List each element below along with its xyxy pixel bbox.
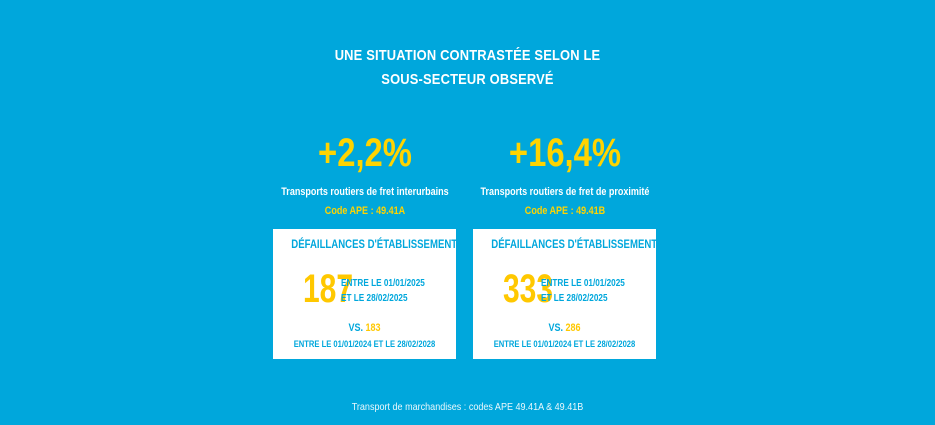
failures-count: 187 (302, 267, 354, 311)
sector-name: Transports routiers de fret interurbains (281, 186, 449, 198)
change-percentage: +16,4% (508, 131, 622, 175)
page-title: UNE SITUATION CONTRASTÉE SELON LE SOUS-S… (65, 44, 869, 92)
ape-code: Code APE : 49.41B (524, 205, 606, 217)
comparison: VS. 286 (489, 321, 639, 335)
vs-count: 183 (365, 322, 381, 334)
title-line-2: SOUS-SECTEUR OBSERVÉ (381, 71, 554, 88)
card-heading: DÉFAILLANCES D'ÉTABLISSEMENTS (291, 237, 464, 251)
vs-label: VS. (348, 322, 363, 334)
comparison-period: ENTRE LE 01/01/2024 ET LE 28/02/2028 (293, 339, 436, 350)
comparison-period: ENTRE LE 01/01/2024 ET LE 28/02/2028 (493, 339, 636, 350)
current-period: ENTRE LE 01/01/2025 ET LE 28/02/2025 (341, 276, 431, 306)
period-line-1: ENTRE LE 01/01/2025 (541, 278, 625, 289)
failures-count: 333 (502, 267, 554, 311)
period-line-1: ENTRE LE 01/01/2025 (341, 278, 425, 289)
vs-count: 286 (565, 322, 581, 334)
card-heading: DÉFAILLANCES D'ÉTABLISSEMENTS (491, 237, 664, 251)
ape-code: Code APE : 49.41A (324, 205, 406, 217)
period-line-2: ET LE 28/02/2025 (541, 293, 608, 304)
failures-card: DÉFAILLANCES D'ÉTABLISSEMENTS 187 ENTRE … (273, 229, 464, 359)
title-line-1: UNE SITUATION CONTRASTÉE SELON LE (334, 47, 601, 64)
current-period: ENTRE LE 01/01/2025 ET LE 28/02/2025 (541, 276, 631, 306)
comparison: VS. 183 (289, 321, 439, 335)
change-percentage: +2,2% (318, 131, 412, 175)
failures-card: DÉFAILLANCES D'ÉTABLISSEMENTS 333 ENTRE … (473, 229, 664, 359)
footer-note: Transport de marchandises : codes APE 49… (351, 401, 584, 413)
period-line-2: ET LE 28/02/2025 (341, 293, 408, 304)
sector-name: Transports routiers de fret de proximité (480, 186, 650, 198)
vs-label: VS. (548, 322, 563, 334)
